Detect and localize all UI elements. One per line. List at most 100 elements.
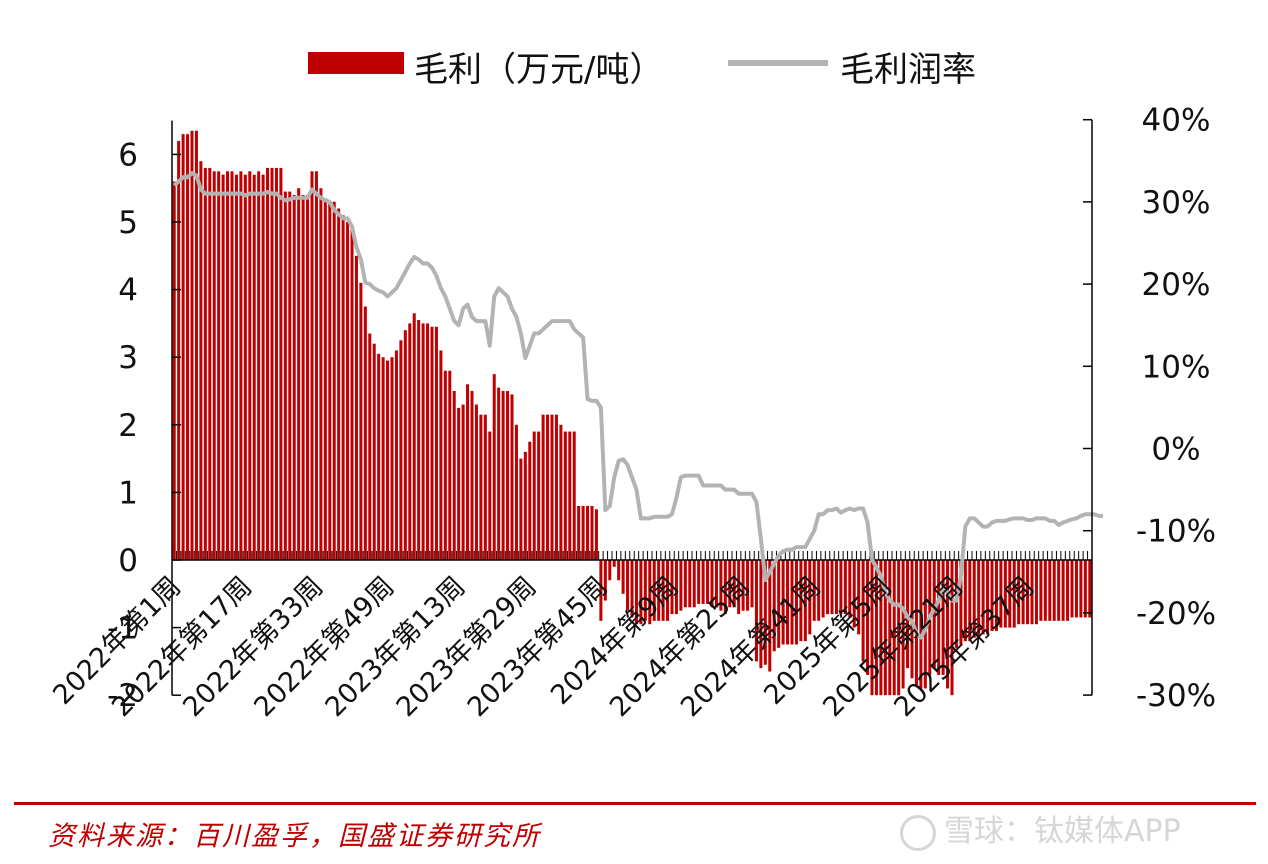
bar <box>186 134 190 560</box>
legend-line-label: 毛利润率 <box>840 50 976 90</box>
bar <box>421 323 425 560</box>
bar <box>892 560 896 696</box>
bar <box>781 560 785 645</box>
bar <box>386 360 390 560</box>
bar <box>417 320 421 560</box>
bar <box>723 560 727 615</box>
bar <box>834 560 838 615</box>
bar <box>1066 560 1070 621</box>
bar <box>466 384 470 560</box>
bar <box>963 560 967 642</box>
bar <box>359 282 363 560</box>
bar <box>1012 560 1016 628</box>
left-tick-label: -2 <box>107 678 138 714</box>
bar <box>830 560 834 615</box>
bar <box>261 174 265 560</box>
bar <box>426 323 430 560</box>
bar <box>559 424 563 560</box>
bar <box>617 560 621 581</box>
bar <box>532 431 536 560</box>
bar <box>728 560 732 608</box>
bar <box>248 171 252 561</box>
bar <box>479 414 483 560</box>
bar <box>994 560 998 631</box>
bar <box>603 560 607 601</box>
bar <box>981 560 985 635</box>
bar <box>1061 560 1065 621</box>
bar <box>283 191 287 560</box>
bar <box>972 560 976 638</box>
bar <box>692 560 696 608</box>
bar <box>226 171 230 561</box>
bar <box>350 228 354 560</box>
bar <box>452 391 456 560</box>
bar <box>368 333 372 560</box>
left-tick-label: 0 <box>118 543 138 579</box>
bar <box>1034 560 1038 625</box>
bar <box>634 560 638 625</box>
bar <box>879 560 883 696</box>
bar <box>968 560 972 642</box>
bar <box>706 560 710 604</box>
bar-series <box>172 130 1092 696</box>
bar <box>626 560 630 611</box>
bar <box>172 181 176 560</box>
bar <box>434 326 438 560</box>
bar <box>701 560 705 604</box>
bar <box>461 404 465 560</box>
bar <box>377 353 381 560</box>
bar <box>746 560 750 611</box>
bar <box>999 560 1003 628</box>
bar <box>648 560 652 625</box>
bar <box>772 560 776 652</box>
bar <box>270 167 274 561</box>
bar <box>812 560 816 621</box>
bar <box>697 560 701 604</box>
bar <box>808 560 812 635</box>
bar <box>794 560 798 645</box>
bar <box>523 451 527 560</box>
bar <box>954 560 958 648</box>
bar <box>470 391 474 560</box>
bar <box>1083 560 1087 618</box>
bar <box>1079 560 1083 618</box>
bar <box>546 414 550 560</box>
bar <box>959 560 963 645</box>
bar <box>528 441 532 560</box>
bar <box>661 560 665 621</box>
bar <box>888 560 892 696</box>
bar <box>1030 560 1034 625</box>
bar <box>554 414 558 560</box>
right-tick-label: 10% <box>1142 349 1211 385</box>
bar <box>826 560 830 615</box>
bar <box>759 560 763 669</box>
bar <box>946 560 950 689</box>
left-tick-label: 3 <box>118 340 138 376</box>
bar <box>1026 560 1030 625</box>
bar <box>212 171 216 561</box>
bar <box>563 431 567 560</box>
bar <box>337 208 341 561</box>
bar <box>310 171 314 561</box>
left-tick-label: 5 <box>118 205 138 241</box>
bar <box>803 560 807 642</box>
bar <box>381 357 385 560</box>
left-axis: -2 -1 0 1 2 3 4 5 6 <box>107 120 181 714</box>
bar <box>590 505 594 560</box>
bar <box>941 560 945 675</box>
bar <box>288 191 292 560</box>
right-tick-label: 30% <box>1142 185 1211 221</box>
bar <box>252 174 256 560</box>
bar <box>257 171 261 561</box>
bar <box>990 560 994 631</box>
bar <box>1039 560 1043 621</box>
bar <box>372 343 376 560</box>
bar <box>492 374 496 560</box>
bar <box>874 560 878 696</box>
bar <box>1003 560 1007 628</box>
bar <box>914 560 918 686</box>
bar <box>332 201 336 560</box>
bar <box>319 188 323 560</box>
bar <box>986 560 990 635</box>
left-tick-label: 6 <box>118 137 138 173</box>
